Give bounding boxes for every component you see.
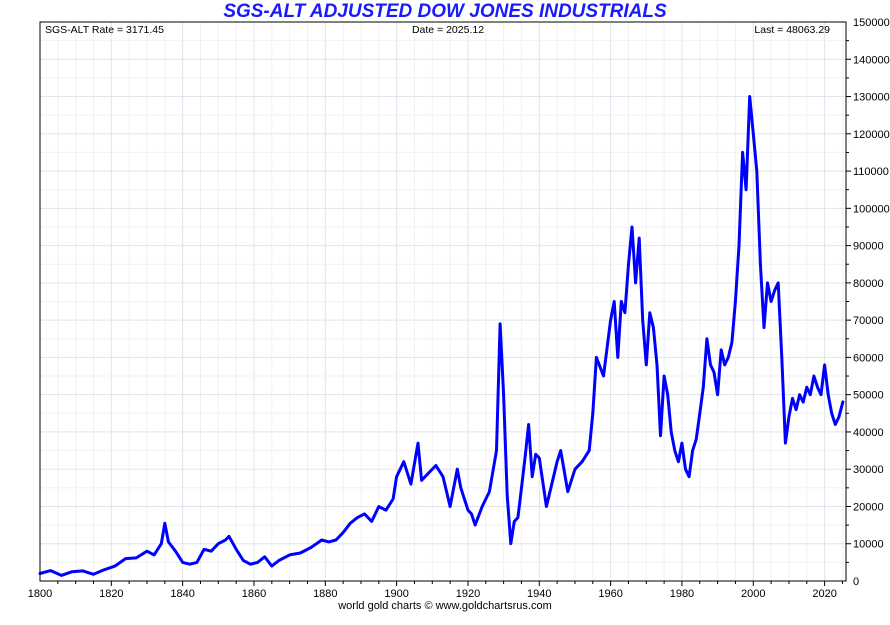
rate-annotation: SGS-ALT Rate = 3171.45 <box>45 24 164 36</box>
series-layer <box>38 95 845 577</box>
x-tick-label: 1800 <box>28 588 52 600</box>
x-tick-label: 1980 <box>670 588 694 600</box>
y-tick-label: 70000 <box>853 315 884 327</box>
x-tick-label: 2000 <box>741 588 765 600</box>
y-tick-label: 120000 <box>853 129 890 141</box>
y-tick-label: 20000 <box>853 501 884 513</box>
y-tick-label: 100000 <box>853 203 890 215</box>
grid-lines <box>40 22 846 581</box>
plot-frame <box>39 21 847 582</box>
y-axis-labels: 0 10000 20000 30000 40000 50000 60000 70000 8000… <box>853 17 890 588</box>
y-tick-label: 60000 <box>853 352 884 364</box>
x-tick-label: 1860 <box>242 588 266 600</box>
x-tick-label: 1820 <box>99 588 123 600</box>
x-axis-labels: 1800 1820 1840 1860 1880 1900 1920 1940 1960 1980… <box>28 588 837 600</box>
x-tick-label: 1900 <box>384 588 408 600</box>
y-tick-label: 30000 <box>853 464 884 476</box>
y-tick-label: 150000 <box>853 17 890 29</box>
series-line <box>38 95 845 577</box>
y-tick-label: 110000 <box>853 166 889 178</box>
last-annotation: Last = 48063.29 <box>754 24 830 36</box>
y-tick-label: 50000 <box>853 390 884 402</box>
x-tick-label: 1960 <box>598 588 622 600</box>
x-tick-label: 2020 <box>812 588 836 600</box>
y-tick-label: 90000 <box>853 241 884 253</box>
x-tick-label: 1840 <box>170 588 194 600</box>
date-annotation: Date = 2025.12 <box>412 24 484 36</box>
y-tick-label: 130000 <box>853 92 890 104</box>
chart-title: SGS-ALT ADJUSTED DOW JONES INDUSTRIALS <box>223 1 667 22</box>
footer-credit: world gold charts © www.goldchartsrus.co… <box>338 600 552 612</box>
y-tick-label: 80000 <box>853 278 884 290</box>
x-tick-label: 1920 <box>456 588 480 600</box>
x-tick-label: 1880 <box>313 588 337 600</box>
y-tick-label: 0 <box>853 576 859 588</box>
y-tick-label: 10000 <box>853 539 884 551</box>
y-tick-label: 140000 <box>853 54 890 66</box>
y-tick-label: 40000 <box>853 427 884 439</box>
x-tick-label: 1940 <box>527 588 551 600</box>
